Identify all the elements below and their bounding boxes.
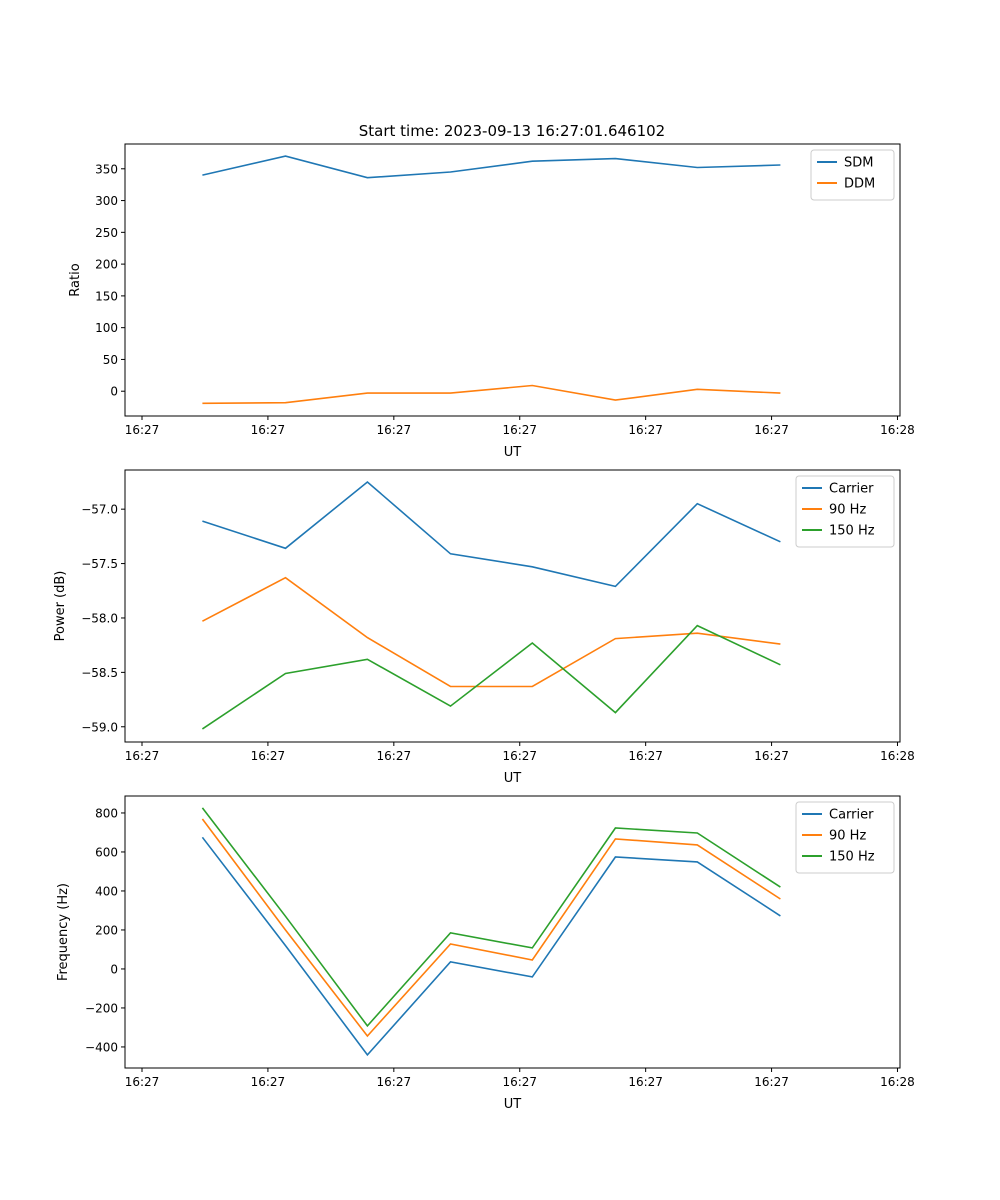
x-tick-label: 16:27 bbox=[754, 749, 789, 763]
x-tick-label: 16:27 bbox=[251, 749, 286, 763]
legend-label: 90 Hz bbox=[829, 503, 866, 518]
y-tick-label: 250 bbox=[95, 226, 118, 240]
y-tick-label: 300 bbox=[95, 194, 118, 208]
subplot-3: 16:27 16:27 16:27 16:27 16:27 16:27 16:28 −400 −… bbox=[56, 795, 915, 1112]
y-tick-label: −57.0 bbox=[81, 503, 118, 517]
x-axis-label: UT bbox=[504, 445, 522, 460]
x-axis-label: UT bbox=[504, 771, 522, 786]
y-tick-label: 400 bbox=[95, 884, 118, 898]
y-tick-label: −200 bbox=[85, 1001, 118, 1015]
legend-label: DDM bbox=[844, 177, 875, 192]
x-tick-label: 16:27 bbox=[377, 1075, 412, 1089]
series-line-ddm bbox=[202, 384, 781, 405]
y-axis-label: Power (dB) bbox=[53, 571, 68, 642]
y-tick-label: 0 bbox=[110, 385, 118, 399]
legend-label: Carrier bbox=[829, 482, 874, 497]
x-tick-label: 16:28 bbox=[880, 749, 915, 763]
y-tick-label: 50 bbox=[103, 353, 118, 367]
y-tick-label: 0 bbox=[110, 962, 118, 976]
x-tick-label: 16:27 bbox=[628, 749, 663, 763]
y-tick-label: 200 bbox=[95, 258, 118, 272]
y-tick-label: 600 bbox=[95, 845, 118, 859]
y-tick-label: −57.5 bbox=[81, 557, 118, 571]
legend-label: 90 Hz bbox=[829, 829, 866, 844]
legend-label: 150 Hz bbox=[829, 524, 875, 539]
x-tick-label: 16:27 bbox=[251, 1075, 286, 1089]
legend-label: SDM bbox=[844, 156, 873, 171]
x-tick-label: 16:27 bbox=[628, 1075, 663, 1089]
x-axis-label: UT bbox=[504, 1097, 522, 1112]
x-tick-label: 16:27 bbox=[377, 423, 412, 437]
series-line-sdm bbox=[202, 155, 781, 179]
y-tick-label: 350 bbox=[95, 162, 118, 176]
x-tick-label: 16:27 bbox=[754, 423, 789, 437]
legend-label: 150 Hz bbox=[829, 850, 875, 865]
x-tick-label: 16:27 bbox=[502, 749, 537, 763]
y-tick-label: −59.0 bbox=[81, 720, 118, 734]
series-line-150-hz bbox=[201, 624, 781, 730]
subplot-1: 16:27 16:27 16:27 16:27 16:27 16:27 16:28 0 50 10… bbox=[68, 143, 915, 460]
x-tick-label: 16:27 bbox=[125, 1075, 160, 1089]
legend: SDM DDM bbox=[810, 149, 895, 201]
y-tick-label: 800 bbox=[95, 806, 118, 820]
y-axis-label: Ratio bbox=[68, 263, 83, 296]
axes-frame bbox=[124, 469, 901, 743]
axes-frame bbox=[124, 795, 901, 1069]
x-tick-label: 16:27 bbox=[125, 423, 160, 437]
x-tick-label: 16:27 bbox=[628, 423, 663, 437]
y-tick-label: −58.0 bbox=[81, 611, 118, 625]
x-tick-label: 16:27 bbox=[251, 423, 286, 437]
legend: Carrier 90 Hz 150 Hz bbox=[795, 475, 895, 548]
y-tick-label: 100 bbox=[95, 321, 118, 335]
series-line-90-hz bbox=[202, 576, 781, 688]
y-tick-label: −400 bbox=[85, 1040, 118, 1054]
y-tick-label: −58.5 bbox=[81, 666, 118, 680]
x-tick-label: 16:27 bbox=[377, 749, 412, 763]
legend-label: Carrier bbox=[829, 808, 874, 823]
series-line-90-hz bbox=[201, 818, 781, 1038]
series-line-150-hz bbox=[201, 807, 781, 1028]
series-line-carrier bbox=[201, 836, 781, 1057]
legend: Carrier 90 Hz 150 Hz bbox=[795, 801, 895, 874]
axes-frame bbox=[124, 143, 901, 417]
y-axis-label: Frequency (Hz) bbox=[56, 883, 71, 981]
y-tick-label: 150 bbox=[95, 289, 118, 303]
figure-title: Start time: 2023-09-13 16:27:01.646102 bbox=[359, 122, 665, 140]
x-tick-label: 16:27 bbox=[125, 749, 160, 763]
x-tick-label: 16:27 bbox=[502, 1075, 537, 1089]
x-tick-label: 16:27 bbox=[502, 423, 537, 437]
series-line-carrier bbox=[202, 480, 781, 588]
x-tick-label: 16:28 bbox=[880, 423, 915, 437]
x-tick-label: 16:28 bbox=[880, 1075, 915, 1089]
subplot-2: 16:27 16:27 16:27 16:27 16:27 16:27 16:28 −59.0… bbox=[53, 469, 915, 786]
x-tick-label: 16:27 bbox=[754, 1075, 789, 1089]
y-tick-label: 200 bbox=[95, 923, 118, 937]
